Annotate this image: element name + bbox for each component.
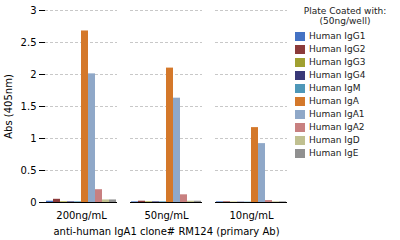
- html-text:Human IgE: Human IgE: [309, 148, 359, 158]
- svg-text:0: 0: [30, 197, 36, 208]
- html-text:Human IgA1: Human IgA1: [309, 109, 365, 119]
- html-text:Human IgG1: Human IgG1: [309, 31, 366, 41]
- html-text:Human IgM: Human IgM: [309, 83, 361, 93]
- svg-text:10ng/mL: 10ng/mL: [229, 210, 274, 221]
- html-text:Human IgG3: Human IgG3: [309, 57, 366, 67]
- html-text:Human IgG4: Human IgG4: [309, 70, 366, 80]
- html-text:Human IgA: Human IgA: [309, 96, 359, 106]
- svg-text:200ng/mL: 200ng/mL: [56, 210, 107, 221]
- svg-text:2: 2: [30, 69, 36, 80]
- svg-text:1.5: 1.5: [21, 101, 37, 112]
- html-text:Human IgA2: Human IgA2: [309, 122, 365, 132]
- svg-text:1: 1: [30, 133, 36, 144]
- svg-text:Abs (405nm): Abs (405nm): [3, 74, 14, 139]
- svg-text:2.5: 2.5: [21, 37, 37, 48]
- svg-text:anti-human IgA1 clone# RM124 (: anti-human IgA1 clone# RM124 (primary Ab…: [53, 226, 279, 237]
- html-text:Human IgD: Human IgD: [309, 135, 360, 145]
- html-text:Plate Coated with: (50ng/well): Plate Coated with: (50ng/well): [303, 6, 387, 26]
- svg-text:50ng/mL: 50ng/mL: [144, 210, 189, 221]
- svg-text:0.5: 0.5: [21, 165, 37, 176]
- html-text:Human IgG2: Human IgG2: [309, 44, 366, 54]
- svg-text:3: 3: [30, 5, 36, 16]
